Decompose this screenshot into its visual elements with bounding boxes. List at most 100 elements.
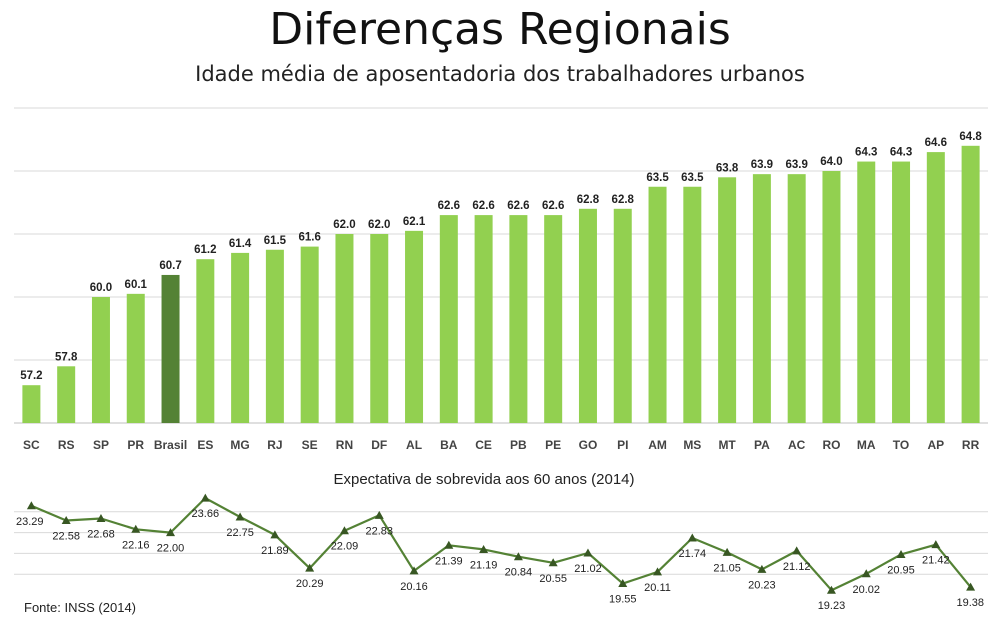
line-value-label: 20.55 — [539, 573, 567, 585]
bar-pb — [509, 215, 528, 423]
bar-value-label: 61.5 — [264, 235, 287, 247]
line-value-label: 19.23 — [818, 600, 846, 612]
x-tick-label: AC — [788, 438, 806, 452]
bar-value-label: 63.5 — [681, 172, 704, 184]
bar-mt — [718, 177, 737, 423]
line-value-label: 20.16 — [400, 581, 428, 593]
line-value-label: 22.83 — [365, 525, 393, 537]
line-value-label: 23.66 — [192, 508, 220, 520]
line-marker — [305, 563, 315, 572]
bar-value-label: 62.6 — [542, 200, 564, 212]
x-tick-label: PB — [510, 438, 527, 452]
line-value-label: 19.55 — [609, 594, 637, 606]
bar-value-label: 60.7 — [159, 260, 181, 272]
series-line-sobrevida — [30, 497, 972, 592]
line-marker — [131, 524, 141, 533]
source-note: Fonte: INSS (2014) — [24, 600, 136, 615]
line-value-label: 21.12 — [783, 561, 811, 573]
x-tick-label: PA — [754, 438, 770, 452]
bar-value-label: 62.0 — [368, 219, 390, 231]
line-value-label: 20.95 — [887, 564, 915, 576]
line-marker — [931, 540, 941, 549]
x-tick-label: Brasil — [154, 438, 187, 452]
line-marker — [444, 540, 454, 549]
line-marker — [896, 549, 906, 558]
x-tick-label: DF — [371, 438, 387, 452]
x-tick-label: RR — [962, 438, 980, 452]
bar-ba — [439, 215, 458, 423]
x-tick-label: MT — [718, 438, 736, 452]
line-marker — [166, 528, 176, 537]
page-subtitle: Idade média de aposentadoria dos trabalh… — [195, 62, 805, 86]
x-tick-label: PR — [127, 438, 144, 452]
line-marker — [26, 501, 36, 510]
line-value-label: 21.05 — [713, 562, 741, 574]
bar-value-label: 64.6 — [925, 137, 947, 149]
line-value-label: 22.00 — [157, 543, 185, 555]
bar-df — [370, 234, 389, 423]
x-tick-label: PI — [617, 438, 628, 452]
x-tick-label: PE — [545, 438, 561, 452]
bar-value-label: 63.5 — [646, 172, 669, 184]
line-marker — [861, 569, 871, 578]
line-value-label: 20.29 — [296, 578, 324, 590]
bar-value-label: 62.8 — [612, 194, 635, 206]
x-tick-label: MG — [230, 438, 249, 452]
bar-pe — [544, 215, 563, 423]
line-value-label: 21.42 — [922, 555, 950, 567]
bar-ce — [474, 215, 493, 423]
line-value-label: 20.84 — [505, 567, 533, 579]
line-value-label: 22.68 — [87, 528, 115, 540]
bar-rs — [57, 366, 76, 423]
bar-pi — [613, 208, 632, 423]
bar-value-label: 62.0 — [333, 219, 355, 231]
line-marker — [200, 493, 210, 502]
bar-rj — [265, 249, 284, 423]
bar-to — [892, 161, 911, 424]
line-value-label: 21.89 — [261, 545, 289, 557]
line-marker — [96, 513, 106, 522]
bar-value-label: 64.0 — [820, 156, 842, 168]
line-marker — [235, 512, 245, 521]
line-marker — [583, 548, 593, 557]
line-marker — [479, 544, 489, 553]
line-value-label: 21.19 — [470, 559, 498, 571]
bar-go — [578, 208, 597, 423]
x-tick-label: MS — [683, 438, 701, 452]
line-value-label: 20.23 — [748, 579, 776, 591]
bar-value-label: 63.9 — [751, 159, 773, 171]
line-value-label: 22.16 — [122, 539, 150, 551]
line-marker — [618, 579, 628, 588]
bar-rr — [961, 145, 980, 424]
line-marker — [548, 558, 558, 567]
bar-value-label: 61.2 — [194, 244, 216, 256]
x-tick-label: TO — [893, 438, 909, 452]
bar-ma — [857, 161, 876, 424]
bar-value-label: 57.2 — [20, 370, 42, 382]
bar-ac — [787, 174, 806, 423]
bar-value-label: 62.1 — [403, 216, 426, 228]
bar-am — [648, 186, 667, 423]
x-tick-label: RJ — [267, 438, 282, 452]
line-value-label: 21.74 — [679, 548, 707, 560]
line-marker — [270, 530, 280, 539]
line-value-label: 21.39 — [435, 555, 463, 567]
line-marker — [374, 510, 384, 519]
line-marker — [722, 547, 732, 556]
x-tick-label: SC — [23, 438, 40, 452]
line-marker — [61, 516, 71, 525]
line-marker — [826, 585, 836, 594]
bar-value-label: 62.8 — [577, 194, 600, 206]
line-marker — [757, 564, 767, 573]
line-marker — [792, 546, 802, 555]
x-tick-label: SE — [302, 438, 318, 452]
bar-value-label: 64.3 — [855, 147, 877, 159]
bar-sp — [91, 297, 110, 423]
x-tick-label: RS — [58, 438, 75, 452]
bar-value-label: 63.8 — [716, 162, 739, 174]
line-marker — [339, 526, 349, 535]
x-tick-label: AM — [648, 438, 667, 452]
bar-ro — [822, 171, 841, 423]
bar-value-label: 64.3 — [890, 147, 912, 159]
